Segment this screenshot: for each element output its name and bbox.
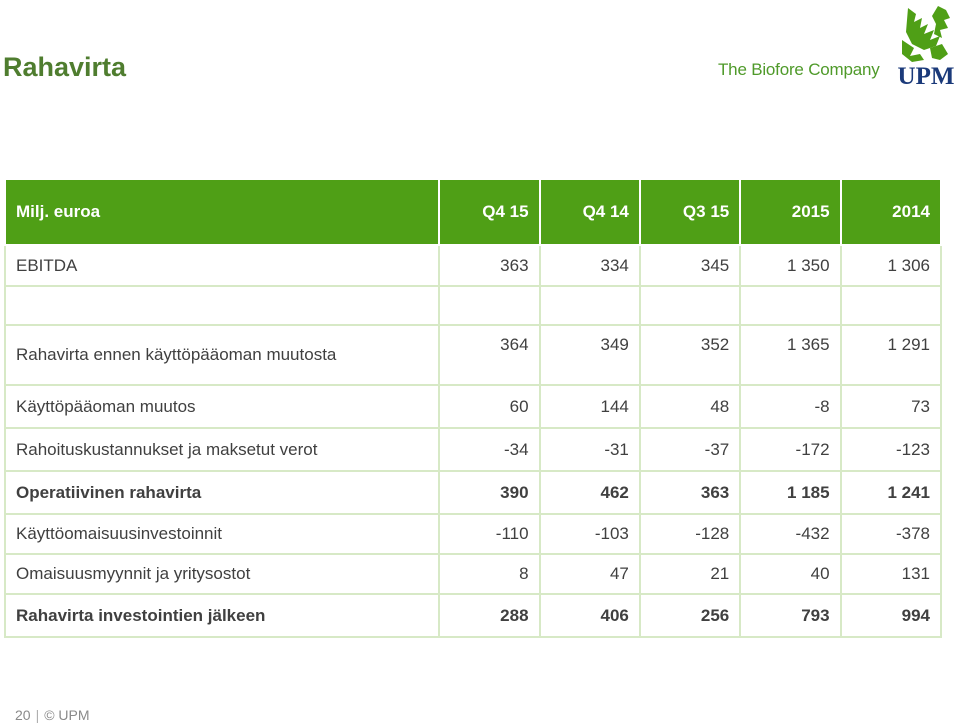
table-cell: 60 [438,384,541,429]
table-cell: 352 [638,324,742,386]
table-cell: 364 [438,324,541,386]
slide-footer: 20 | © UPM [15,707,90,723]
table-row-ebitda: EBITDA 363 334 345 1 350 1 306 [3,244,943,287]
table-cell: -103 [538,513,641,555]
table-header-row: Milj. euroa Q4 15 Q4 14 Q3 15 2015 2014 [3,178,943,246]
table-cell: -34 [438,427,541,472]
cash-flow-table: Milj. euroa Q4 15 Q4 14 Q3 15 2015 2014 … [3,178,943,638]
row-label [3,285,441,326]
table-cell: 144 [538,384,641,429]
brand-logo: The Biofore Company UPM [718,4,958,90]
table-cell [538,285,641,326]
table-cell: 994 [839,593,943,638]
table-row-capital-expenditure: Käyttöomaisuusinvestoinnit -110 -103 -12… [3,513,943,555]
griffin-logo-icon: UPM [894,4,958,90]
table-cell [438,285,541,326]
table-row-cash-flow-before-working-capital: Rahavirta ennen käyttöpääoman muutosta 3… [3,324,943,386]
table-cell: -123 [839,427,943,472]
column-header-q4-14: Q4 14 [538,178,641,246]
table-cell: 1 291 [839,324,943,386]
table-cell [739,285,842,326]
table-row-working-capital-change: Käyttöpääoman muutos 60 144 48 -8 73 [3,384,943,429]
brand-tagline: The Biofore Company [718,60,880,79]
column-header-2014: 2014 [839,178,943,246]
table-cell: 73 [839,384,943,429]
table-cell: 462 [538,470,641,515]
table-cell: -172 [739,427,842,472]
table-cell: 1 185 [739,470,842,515]
row-label: Rahavirta investointien jälkeen [3,593,441,638]
column-header-q4-15: Q4 15 [438,178,541,246]
table-cell: 363 [438,244,541,287]
table-cell: 406 [538,593,641,638]
page-title: Rahavirta [3,52,127,82]
table-cell: 131 [839,553,943,595]
table-row-financing-costs-taxes: Rahoituskustannukset ja maksetut verot -… [3,427,943,472]
row-label: Rahavirta ennen käyttöpääoman muutosta [3,324,441,386]
table-cell: 793 [739,593,842,638]
table-cell: 256 [638,593,742,638]
table-cell: -432 [739,513,842,555]
footer-separator: | [35,707,40,723]
table-row-empty [3,285,943,326]
table-cell: 390 [438,470,541,515]
column-header-label: Milj. euroa [3,178,441,246]
table-cell: 288 [438,593,541,638]
table-cell: 1 306 [839,244,943,287]
table-cell: -378 [839,513,943,555]
row-label: Käyttöomaisuusinvestoinnit [3,513,441,555]
table-cell: 1 350 [739,244,842,287]
row-label: Rahoituskustannukset ja maksetut verot [3,427,441,472]
table-row-operating-cash-flow: Operatiivinen rahavirta 390 462 363 1 18… [3,470,943,515]
row-label: Operatiivinen rahavirta [3,470,441,515]
table-cell: -110 [438,513,541,555]
upm-wordmark: UPM [897,63,955,90]
table-cell [839,285,943,326]
table-cell: -8 [739,384,842,429]
table-cell: 40 [739,553,842,595]
column-header-2015: 2015 [739,178,842,246]
copyright-text: © UPM [44,707,90,723]
table-cell: 334 [538,244,641,287]
table-cell: -31 [538,427,641,472]
row-label: Käyttöpääoman muutos [3,384,441,429]
table-cell: -128 [638,513,742,555]
row-label: Omaisuusmyynnit ja yritysostot [3,553,441,595]
table-cell: 349 [538,324,641,386]
table-cell: 345 [638,244,742,287]
table-row-cash-flow-after-investing: Rahavirta investointien jälkeen 288 406 … [3,593,943,638]
column-header-q3-15: Q3 15 [638,178,742,246]
table-cell: 1 365 [739,324,842,386]
table-cell: 21 [638,553,742,595]
table-cell: 48 [638,384,742,429]
table-cell: 47 [538,553,641,595]
table-cell [638,285,742,326]
table-cell: 1 241 [839,470,943,515]
table-row-asset-sales-acquisitions: Omaisuusmyynnit ja yritysostot 8 47 21 4… [3,553,943,595]
table-cell: -37 [638,427,742,472]
row-label: EBITDA [3,244,441,287]
table-cell: 363 [638,470,742,515]
table-cell: 8 [438,553,541,595]
page-number: 20 [15,707,31,723]
